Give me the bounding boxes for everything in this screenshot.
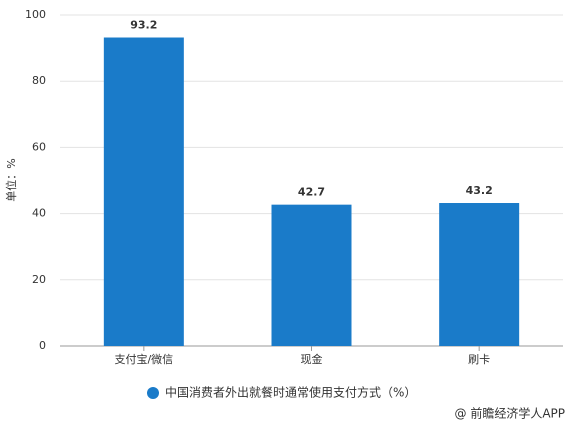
- legend-label: 中国消费者外出就餐时通常使用支付方式（%）: [165, 385, 416, 400]
- bar: [271, 204, 352, 346]
- x-tick-label: 支付宝/微信: [114, 352, 173, 366]
- x-tick-label: 刷卡: [468, 353, 490, 366]
- y-tick-label: 100: [25, 8, 46, 21]
- y-tick-label: 60: [32, 140, 46, 153]
- data-label: 93.2: [130, 19, 157, 32]
- y-tick-label: 20: [32, 273, 46, 286]
- data-label: 42.7: [298, 186, 325, 199]
- y-tick-label: 40: [32, 207, 46, 220]
- y-tick-label: 80: [32, 74, 46, 87]
- source: @ 前瞻经济学人APP: [455, 406, 566, 421]
- bar: [103, 37, 184, 347]
- data-label: 43.2: [466, 184, 493, 197]
- legend-marker: [147, 387, 159, 399]
- y-axis-label: 单位：%: [4, 158, 18, 201]
- bar: [439, 203, 520, 346]
- y-tick-label: 0: [39, 339, 46, 352]
- x-tick-label: 现金: [301, 352, 323, 366]
